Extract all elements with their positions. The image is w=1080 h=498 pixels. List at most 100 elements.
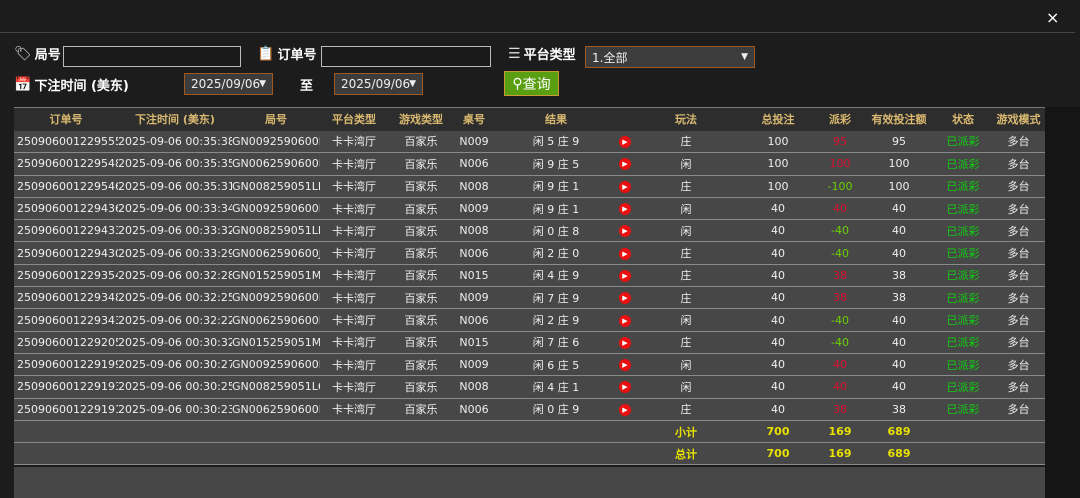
table-row: 250906001229354 2025-09-06 00:32:28 GN0152… bbox=[14, 264, 1045, 288]
platform-cell: 卡卡湾厅 bbox=[320, 375, 388, 399]
time-cell: 2025-09-06 00:30:23 bbox=[118, 398, 232, 421]
payout-cell: -40 bbox=[816, 219, 864, 243]
table-cell: N008 bbox=[454, 219, 494, 243]
bet-cell: 40 bbox=[740, 375, 816, 399]
total-row: 总计 700 169 689 bbox=[14, 442, 1045, 466]
time-label: 📅 下注时间 (美东) bbox=[14, 75, 129, 95]
column-header: 桌号 bbox=[454, 107, 494, 131]
platform-select[interactable]: 1.全部 ▼ bbox=[585, 46, 755, 68]
round-cell: GN015259051M7 bbox=[232, 264, 320, 288]
table-cell: N006 bbox=[454, 152, 494, 176]
time-cell: 2025-09-06 00:30:32 bbox=[118, 331, 232, 354]
game-cell: 百家乐 bbox=[388, 175, 454, 198]
mode-cell: 多台 bbox=[992, 308, 1045, 332]
video-play-icon[interactable]: ▶ bbox=[619, 180, 631, 193]
video-play-icon[interactable]: ▶ bbox=[619, 359, 631, 372]
valid-cell: 40 bbox=[864, 331, 934, 354]
round-cell: GN015259051M4 bbox=[232, 331, 320, 354]
column-header: 局号 bbox=[232, 107, 320, 131]
order-cell: 250906001229548 bbox=[14, 152, 118, 176]
video-play-icon[interactable]: ▶ bbox=[619, 336, 631, 349]
subtotal-valid: 689 bbox=[864, 420, 934, 444]
bet-cell: 40 bbox=[740, 398, 816, 421]
close-button[interactable]: × bbox=[1046, 8, 1060, 27]
empty-cell bbox=[14, 420, 118, 444]
play-cell: 闲 bbox=[632, 308, 740, 332]
date-from-picker[interactable]: 2025/09/06 ▼ bbox=[184, 73, 273, 95]
video-play-icon[interactable]: ▶ bbox=[619, 292, 631, 305]
result-cell: 闲 9 庄 5 bbox=[494, 152, 618, 176]
valid-cell: 38 bbox=[864, 286, 934, 310]
replay-cell: ▶ bbox=[618, 264, 632, 288]
empty-cell bbox=[118, 442, 232, 466]
date-to-picker[interactable]: 2025/09/06 ▼ bbox=[334, 73, 423, 95]
divider bbox=[0, 32, 1075, 33]
video-play-icon[interactable]: ▶ bbox=[619, 314, 631, 327]
game-cell: 百家乐 bbox=[388, 308, 454, 332]
column-header bbox=[618, 107, 632, 131]
video-play-icon[interactable]: ▶ bbox=[619, 269, 631, 282]
column-header: 派彩 bbox=[816, 107, 864, 131]
table-empty-area bbox=[14, 467, 1045, 498]
video-play-icon[interactable]: ▶ bbox=[619, 203, 631, 216]
empty-cell bbox=[232, 442, 320, 466]
column-header: 状态 bbox=[934, 107, 992, 131]
valid-cell: 40 bbox=[864, 353, 934, 377]
round-cell: GN0062590600M bbox=[232, 152, 320, 176]
game-cell: 百家乐 bbox=[388, 219, 454, 243]
order-cell: 250906001229343 bbox=[14, 308, 118, 332]
payout-cell: 38 bbox=[816, 398, 864, 421]
tag-icon: 🏷 bbox=[14, 45, 32, 62]
platform-value: 1.全部 bbox=[592, 50, 628, 65]
play-cell: 闲 bbox=[632, 152, 740, 176]
game-cell: 百家乐 bbox=[388, 264, 454, 288]
calendar-icon: 📅 bbox=[14, 76, 32, 93]
empty-cell bbox=[118, 420, 232, 444]
round-input[interactable] bbox=[63, 46, 241, 67]
table-cell: N006 bbox=[454, 241, 494, 265]
status-cell: 已派彩 bbox=[934, 264, 992, 288]
order-cell: 250906001229348 bbox=[14, 286, 118, 310]
table-row: 250906001229430 2025-09-06 00:33:29 GN0062… bbox=[14, 241, 1045, 265]
time-cell: 2025-09-06 00:35:38 bbox=[118, 130, 232, 154]
valid-cell: 40 bbox=[864, 308, 934, 332]
game-cell: 百家乐 bbox=[388, 241, 454, 265]
empty-cell bbox=[494, 420, 618, 444]
payout-cell: 38 bbox=[816, 286, 864, 310]
replay-cell: ▶ bbox=[618, 286, 632, 310]
platform-cell: 卡卡湾厅 bbox=[320, 308, 388, 332]
payout-cell: -100 bbox=[816, 175, 864, 198]
bet-cell: 100 bbox=[740, 152, 816, 176]
empty-cell bbox=[232, 420, 320, 444]
video-play-icon[interactable]: ▶ bbox=[619, 381, 631, 394]
bet-cell: 40 bbox=[740, 219, 816, 243]
mode-cell: 多台 bbox=[992, 353, 1045, 377]
dropdown-arrow-icon: ▼ bbox=[741, 52, 748, 62]
mode-cell: 多台 bbox=[992, 175, 1045, 198]
column-header: 玩法 bbox=[632, 107, 740, 131]
video-play-icon[interactable]: ▶ bbox=[619, 403, 631, 416]
replay-cell: ▶ bbox=[618, 398, 632, 421]
status-cell: 已派彩 bbox=[934, 308, 992, 332]
valid-cell: 40 bbox=[864, 241, 934, 265]
status-cell: 已派彩 bbox=[934, 375, 992, 399]
column-header: 游戏类型 bbox=[388, 107, 454, 131]
video-play-icon[interactable]: ▶ bbox=[619, 158, 631, 171]
video-play-icon[interactable]: ▶ bbox=[619, 225, 631, 238]
time-cell: 2025-09-06 00:33:29 bbox=[118, 241, 232, 265]
empty-cell bbox=[494, 442, 618, 466]
bet-cell: 40 bbox=[740, 241, 816, 265]
list-icon: ☰ bbox=[508, 45, 521, 62]
replay-cell: ▶ bbox=[618, 331, 632, 354]
status-cell: 已派彩 bbox=[934, 219, 992, 243]
query-button[interactable]: ⚲ 查询 bbox=[504, 71, 559, 96]
video-play-icon[interactable]: ▶ bbox=[619, 135, 631, 148]
empty-cell bbox=[320, 442, 388, 466]
order-input[interactable] bbox=[321, 46, 491, 67]
play-cell: 庄 bbox=[632, 264, 740, 288]
video-play-icon[interactable]: ▶ bbox=[619, 247, 631, 260]
mode-cell: 多台 bbox=[992, 152, 1045, 176]
valid-cell: 100 bbox=[864, 175, 934, 198]
empty-cell bbox=[454, 420, 494, 444]
table-cell: N006 bbox=[454, 398, 494, 421]
